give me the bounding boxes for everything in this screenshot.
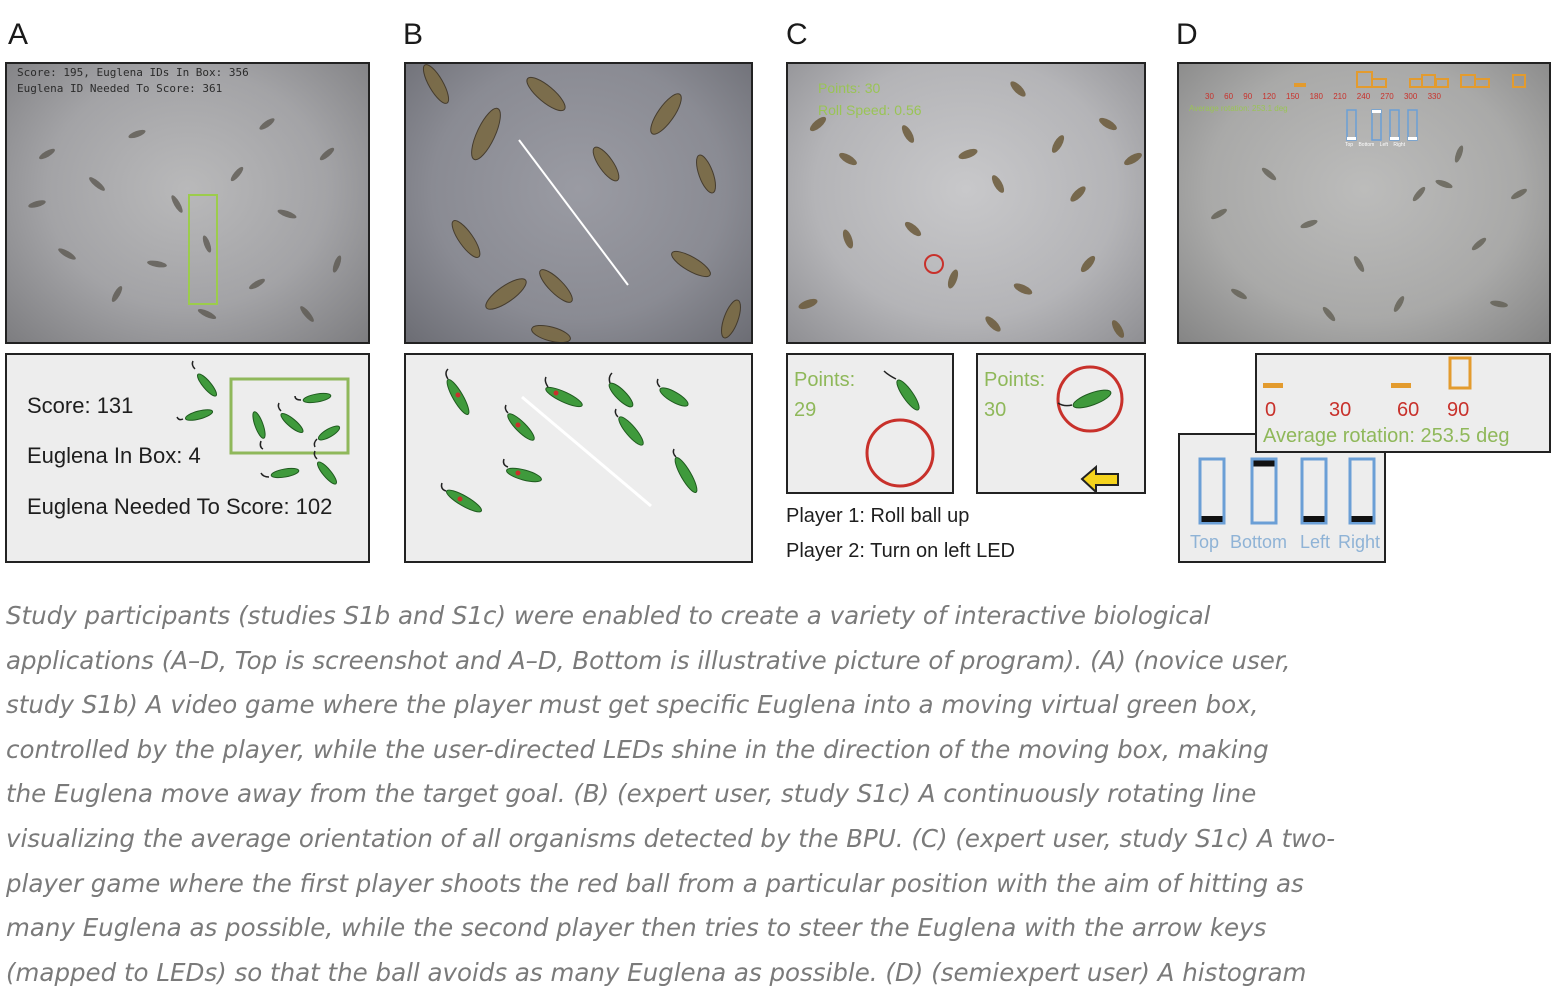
panel-c-illustration-after: Points: 30 (976, 353, 1146, 494)
panel-c-microscope-field (798, 81, 1142, 338)
overlay-points: Points: 30 (818, 80, 881, 96)
panel-label-b: B (403, 18, 424, 51)
points-value-after: 30 (984, 399, 1007, 421)
panel-d-led-illustration: Top Bottom Left Right (1178, 433, 1386, 563)
score-text: Score: 131 (27, 393, 134, 418)
hist-average-rotation: Average rotation: 253.5 deg (1263, 425, 1510, 447)
caption-line: controlled by the player, while the user… (6, 734, 1269, 764)
points-label-before: Points: (794, 369, 856, 391)
panel-d-histogram-illustration: 0 30 60 90 Average rotation: 253.5 deg (1255, 353, 1551, 453)
led-label-right: Right (1338, 532, 1381, 552)
panel-b-screenshot (404, 62, 753, 344)
euglena-needed-text: Euglena Needed To Score: 102 (27, 494, 333, 519)
panel-label-a: A (8, 18, 29, 51)
panel-d-screenshot: 30 60 90 120 150 180 210 240 270 300 330… (1177, 62, 1551, 344)
led-label-left: Left (1300, 532, 1331, 552)
panel-c-screenshot: Points: 30 Roll Speed: 0.56 (786, 62, 1146, 344)
panel-a-illustration: Score: 131 Euglena In Box: 4 Euglena Nee… (5, 353, 370, 563)
caption-line: many Euglena as possible, while the seco… (6, 913, 1267, 943)
panel-c-after-drawing (1056, 365, 1124, 492)
hist-tick-0: 0 (1265, 399, 1277, 421)
panel-label-c: C (786, 18, 808, 51)
caption-line: Study participants (studies S1b and S1c)… (6, 601, 1211, 630)
caption-line: (mapped to LEDs) so that the ball avoids… (6, 957, 1307, 987)
led-bars-drawing (1198, 457, 1376, 525)
caption-line: applications (A–D, Top is screenshot and… (6, 645, 1291, 675)
panel-b-microscope-field (422, 64, 741, 342)
hist-tick-90: 90 (1447, 399, 1470, 421)
overlay-histogram (1294, 71, 1526, 88)
caption-line: study S1b) A video game where the player… (6, 690, 1259, 720)
player2-instruction: Player 2: Turn on left LED (786, 540, 1016, 562)
left-arrow-icon (1080, 464, 1119, 492)
overlay-roll-speed: Roll Speed: 0.56 (818, 102, 922, 118)
led-label-bottom: Bottom (1230, 532, 1288, 552)
panel-a-microscope-field (28, 118, 342, 322)
figure-caption: Study participants (studies S1b and S1c)… (6, 594, 1558, 995)
hist-tick-30: 30 (1329, 399, 1352, 421)
panel-d-microscope-field (1211, 71, 1527, 322)
panel-a-screenshot: Score: 195, Euglena IDs In Box: 356 Eugl… (5, 62, 370, 344)
overlay-tick-labels: 30 60 90 120 150 180 210 240 270 300 330 (1205, 92, 1441, 101)
caption-line: the Euglena move away from the target go… (6, 779, 1257, 809)
panel-a-euglena-drawing (176, 360, 350, 485)
panel-c-before-drawing (865, 370, 935, 488)
panel-label-d: D (1176, 18, 1198, 51)
overlay-score-ids: Score: 195, Euglena IDs In Box: 356 (17, 66, 249, 79)
panel-b-illustration (404, 353, 753, 563)
panel-b-euglena-drawing (440, 368, 698, 513)
caption-line: visualizing the average orientation of a… (6, 823, 1336, 853)
panel-c-illustration-before: Points: 29 (786, 353, 954, 494)
points-label-after: Points: (984, 369, 1046, 391)
hist-tick-60: 60 (1397, 399, 1420, 421)
player1-instruction: Player 1: Roll ball up (786, 505, 970, 527)
overlay-led-labels: Top Bottom Left Right (1345, 142, 1406, 148)
overlay-id-needed: Euglena ID Needed To Score: 361 (17, 82, 223, 95)
points-value-before: 29 (794, 399, 817, 421)
euglena-in-box-text: Euglena In Box: 4 (27, 443, 201, 468)
led-label-top: Top (1190, 532, 1220, 552)
caption-line: player game where the first player shoot… (6, 868, 1304, 898)
overlay-average-rotation: Average rotation: 253.1 deg (1189, 104, 1288, 113)
histogram-drawing (1263, 356, 1472, 390)
